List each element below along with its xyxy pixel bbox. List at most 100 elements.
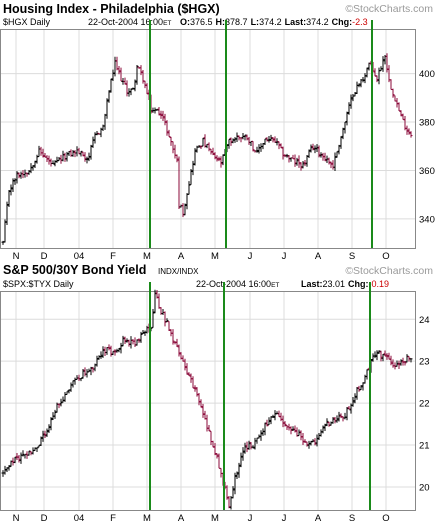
ohlc-bar	[201, 137, 205, 147]
ohlc-bar	[395, 360, 399, 367]
ohlc-bar	[197, 392, 201, 406]
ohlc-bar	[227, 138, 231, 149]
ohlc-bar	[331, 417, 335, 424]
ohlc-bar	[381, 353, 385, 362]
y-tick-label: 380	[419, 118, 435, 129]
ohlc-bar	[231, 138, 235, 144]
ohlc-bar	[257, 434, 261, 439]
ohlc-bar	[201, 403, 205, 418]
ohlc-bar	[193, 148, 197, 166]
ohlc-bar	[109, 345, 113, 357]
ohlc-bar	[193, 385, 197, 392]
x-tick-label: M	[143, 513, 151, 524]
ohlc-bar	[151, 308, 155, 328]
ohlc-bar	[125, 338, 129, 343]
ohlc-bar	[165, 318, 169, 323]
ohlc-bar	[153, 107, 157, 114]
ohlc-bar	[241, 447, 245, 461]
panel-2-grid	[1, 292, 415, 510]
ohlc-bar	[399, 110, 403, 117]
ohlc-bar	[375, 75, 379, 83]
ohlc-bar	[387, 352, 391, 360]
ohlc-bar	[225, 485, 229, 500]
ohlc-bar	[35, 447, 39, 452]
ohlc-bar	[267, 417, 271, 426]
ohlc-bar	[353, 91, 357, 97]
ohlc-bar	[99, 351, 103, 359]
ohlc-bar	[277, 141, 281, 150]
ohlc-bar	[349, 94, 353, 109]
ohlc-bar	[43, 430, 47, 439]
ohlc-bar	[357, 83, 361, 88]
panel-2-symbol: $SPX:$TYX Daily	[3, 279, 74, 289]
ohlc-bar	[271, 414, 275, 418]
ohlc-bar	[17, 172, 21, 179]
ohlc-bar	[307, 440, 311, 449]
ohlc-bar	[359, 385, 363, 391]
ohlc-bar	[347, 406, 351, 410]
ohlc-bar	[317, 145, 321, 158]
ohlc-bar	[131, 87, 135, 90]
panel-2-title: S&P 500/30Y Bond Yield	[3, 263, 146, 277]
ohlc-bar	[45, 155, 49, 163]
ohlc-bar	[101, 346, 105, 358]
ohlc-bar	[407, 356, 411, 362]
ohlc-bar	[89, 144, 93, 160]
ohlc-bar	[345, 406, 349, 421]
x-tick-label: F	[110, 251, 116, 262]
ohlc-bar	[405, 354, 409, 363]
ohlc-bar	[279, 143, 283, 149]
x-tick-label: D	[41, 513, 48, 524]
panel-1-bars	[1, 53, 413, 245]
ohlc-bar	[389, 355, 393, 366]
panel-2-watermark: ©StockCharts.com	[345, 265, 433, 277]
ohlc-bar	[305, 441, 309, 447]
ohlc-bar	[113, 349, 117, 356]
ohlc-bar	[45, 428, 49, 437]
panel-2-frame	[0, 291, 416, 511]
ohlc-bar	[351, 396, 355, 407]
panel-1-date: 22-Oct-2004 16:00ET	[88, 17, 171, 27]
ohlc-bar	[251, 140, 255, 152]
ohlc-bar	[197, 145, 201, 148]
ohlc-bar	[105, 98, 109, 119]
ohlc-bar	[207, 425, 211, 432]
panel-2-source: INDX/INDX	[158, 267, 199, 276]
ohlc-bar	[357, 385, 361, 392]
ohlc-bar	[33, 160, 37, 169]
ohlc-bar	[41, 430, 45, 442]
ohlc-bar	[81, 151, 85, 157]
ohlc-bar	[353, 393, 357, 404]
ohlc-bar	[289, 426, 293, 435]
ohlc-bar	[187, 372, 191, 377]
ohlc-bar	[231, 486, 235, 499]
ohlc-bar	[79, 377, 83, 382]
ohlc-bar	[255, 146, 259, 153]
ohlc-bar	[365, 67, 369, 78]
ohlc-bar	[285, 153, 289, 158]
ohlc-bar	[185, 363, 189, 375]
ohlc-bar	[9, 184, 13, 196]
ohlc-bar	[365, 369, 369, 380]
ohlc-bar	[399, 359, 403, 366]
ohlc-bar	[53, 409, 57, 419]
ohlc-bar	[297, 429, 301, 437]
ohlc-bar	[83, 152, 87, 162]
ohlc-bar	[337, 411, 341, 422]
ohlc-bar	[79, 150, 83, 157]
panel-1-watermark: ©StockCharts.com	[345, 3, 433, 15]
ohlc-bar	[343, 121, 347, 134]
ohlc-bar	[263, 422, 267, 436]
x-tick-label: 04	[74, 513, 85, 524]
ohlc-bar	[409, 131, 413, 138]
panel-2-x-ticks: N D 04 F M A M J J A S O	[13, 513, 390, 524]
ohlc-bar	[373, 351, 377, 359]
panel-1-title: Housing Index - Philadelphia ($HGX)	[3, 2, 220, 16]
ohlc-bar	[265, 137, 269, 142]
ohlc-bar	[23, 454, 27, 459]
ohlc-bar	[17, 454, 21, 463]
ohlc-bar	[409, 358, 413, 363]
y-tick-label: 22	[419, 399, 430, 410]
